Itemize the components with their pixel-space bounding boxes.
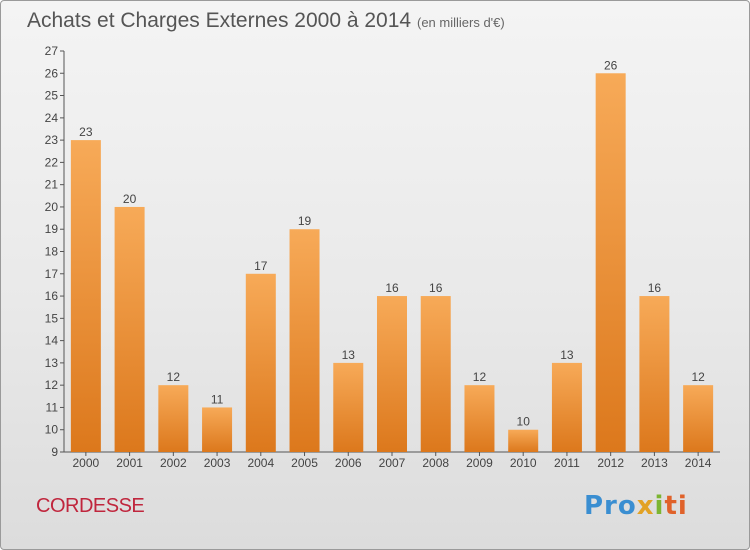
commune-name: CORDESSE — [36, 495, 145, 517]
x-tick-label-2001: 2001 — [116, 456, 143, 470]
bar-2010 — [508, 429, 539, 452]
data-label-2004: 17 — [254, 259, 268, 273]
bar-2006 — [333, 362, 364, 452]
y-tick-label: 21 — [45, 178, 59, 192]
bar-2005 — [289, 229, 320, 452]
bar-2004 — [245, 273, 276, 452]
bar-2003 — [202, 407, 233, 452]
bar-2014 — [683, 385, 714, 452]
data-label-2002: 12 — [167, 370, 181, 384]
data-label-2011: 13 — [560, 348, 574, 362]
y-tick-label: 15 — [45, 311, 59, 325]
x-tick-label-2006: 2006 — [335, 456, 362, 470]
y-tick-label: 24 — [45, 111, 59, 125]
bar-2008 — [420, 296, 451, 452]
logo-part-4: ti — [664, 491, 688, 521]
logo-part-1: Pro — [584, 491, 637, 521]
data-label-2014: 12 — [691, 370, 705, 384]
data-label-2000: 23 — [79, 125, 93, 139]
x-tick-label-2002: 2002 — [160, 456, 187, 470]
y-tick-label: 25 — [45, 89, 59, 103]
bar-2001 — [114, 206, 145, 452]
x-tick-label-2003: 2003 — [204, 456, 231, 470]
bar-2000 — [70, 140, 101, 452]
x-tick-label-2008: 2008 — [422, 456, 449, 470]
data-label-2012: 26 — [604, 58, 618, 72]
x-tick-label-2013: 2013 — [641, 456, 668, 470]
x-tick-label-2011: 2011 — [554, 456, 580, 470]
x-tick-label-2004: 2004 — [247, 456, 274, 470]
logo-part-3: i — [654, 491, 665, 521]
x-tick-label-2012: 2012 — [597, 456, 624, 470]
x-tick-label-2007: 2007 — [379, 456, 406, 470]
data-label-2010: 10 — [517, 415, 531, 429]
data-label-2001: 20 — [123, 192, 137, 206]
x-tick-label-2005: 2005 — [291, 456, 318, 470]
y-tick-label: 27 — [45, 44, 59, 58]
bar-2011 — [551, 362, 582, 452]
proxiti-logo[interactable]: Proxiti — [584, 491, 688, 521]
y-tick-label: 23 — [45, 133, 59, 147]
y-tick-label: 19 — [45, 222, 59, 236]
y-tick-label: 9 — [51, 445, 58, 459]
y-tick-label: 17 — [45, 267, 59, 281]
chart-subtitle: (en milliers d'€) — [417, 15, 505, 30]
logo-part-2: x — [636, 491, 655, 521]
y-tick-label: 14 — [45, 334, 59, 348]
x-tick-label-2009: 2009 — [466, 456, 493, 470]
y-tick-label: 10 — [45, 423, 59, 437]
data-label-2005: 19 — [298, 214, 312, 228]
data-label-2008: 16 — [429, 281, 443, 295]
y-tick-label: 18 — [45, 245, 59, 259]
x-tick-label-2014: 2014 — [685, 456, 712, 470]
x-tick-label-2000: 2000 — [73, 456, 100, 470]
bar-2002 — [158, 385, 189, 452]
data-label-2003: 11 — [211, 392, 224, 406]
y-tick-label: 11 — [46, 400, 59, 414]
data-label-2007: 16 — [385, 281, 399, 295]
y-tick-label: 22 — [45, 155, 59, 169]
bar-2013 — [639, 296, 670, 452]
data-label-2009: 12 — [473, 370, 487, 384]
y-tick-label: 20 — [45, 200, 59, 214]
bar-2007 — [377, 296, 407, 452]
y-tick-label: 13 — [45, 356, 59, 370]
y-tick-label: 16 — [45, 289, 59, 303]
data-label-2006: 13 — [342, 348, 356, 362]
bar-2012 — [595, 73, 626, 453]
x-tick-label-2010: 2010 — [510, 456, 537, 470]
y-tick-label: 12 — [45, 378, 59, 392]
bar-2009 — [464, 385, 495, 452]
y-tick-label: 26 — [45, 66, 59, 80]
chart-title: Achats et Charges Externes 2000 à 2014 — [27, 9, 412, 32]
data-label-2013: 16 — [648, 281, 662, 295]
